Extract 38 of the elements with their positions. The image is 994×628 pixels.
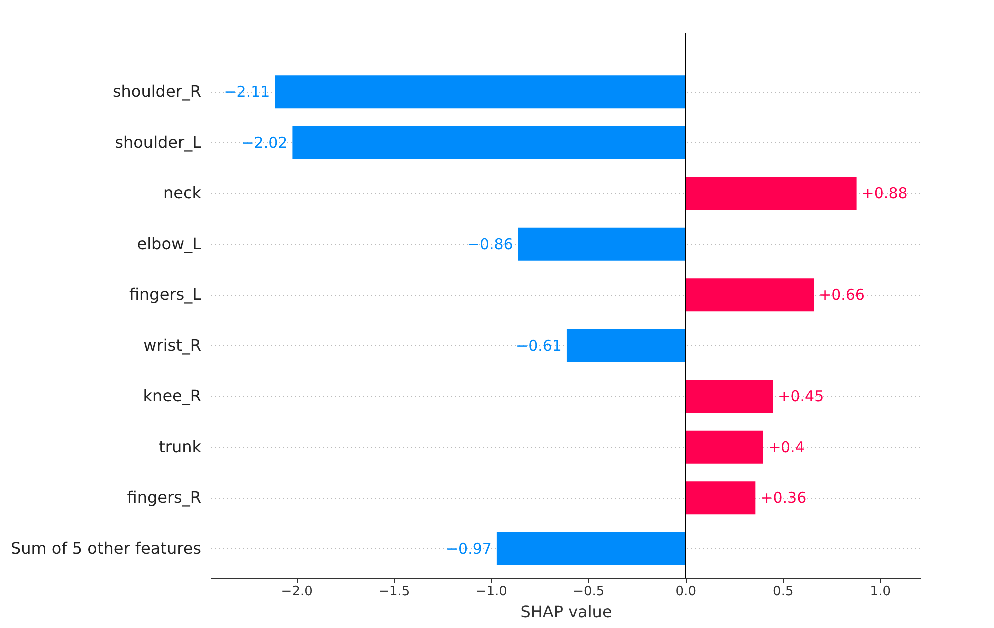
y-tick-label: elbow_L — [137, 234, 202, 254]
data-label: −0.97 — [446, 540, 492, 558]
x-tick-label: −1.0 — [476, 584, 508, 600]
x-tick-label: −1.5 — [378, 584, 410, 600]
y-tick-label: wrist_R — [144, 336, 202, 355]
data-label: +0.36 — [760, 489, 807, 508]
bar — [566, 329, 686, 362]
bar — [518, 228, 686, 261]
data-label: +0.45 — [778, 388, 824, 406]
bar — [292, 126, 686, 160]
bar — [686, 380, 774, 414]
x-tick-label: −0.5 — [573, 584, 605, 600]
bar — [686, 278, 814, 312]
bar — [686, 482, 756, 515]
y-tick-label: trunk — [159, 437, 202, 456]
y-tick-label: knee_R — [143, 386, 202, 406]
x-tick-label: 0.0 — [676, 584, 696, 600]
x-tick-label: 0.5 — [773, 584, 794, 600]
data-label: +0.4 — [768, 438, 805, 456]
y-tick-label: fingers_L — [129, 285, 202, 304]
data-label: −0.86 — [467, 235, 514, 254]
bar — [686, 177, 857, 210]
bar — [275, 76, 686, 109]
y-tick-label: neck — [163, 184, 202, 203]
data-label: −2.02 — [242, 134, 288, 152]
y-tick-label: Sum of 5 other features — [10, 538, 202, 558]
y-tick-label: fingers_R — [127, 488, 202, 508]
bar — [686, 430, 764, 464]
x-tick-label: 1.0 — [870, 584, 891, 600]
x-axis-title: SHAP value — [520, 602, 612, 622]
bar — [496, 532, 686, 566]
data-label: −2.11 — [224, 83, 270, 102]
y-tick-label: shoulder_R — [112, 82, 202, 102]
y-tick-label: shoulder_L — [115, 132, 202, 152]
data-label: +0.88 — [862, 184, 908, 203]
data-label: −0.61 — [516, 336, 562, 355]
data-label: +0.66 — [819, 286, 865, 304]
x-tick-label: −2.0 — [281, 584, 313, 600]
